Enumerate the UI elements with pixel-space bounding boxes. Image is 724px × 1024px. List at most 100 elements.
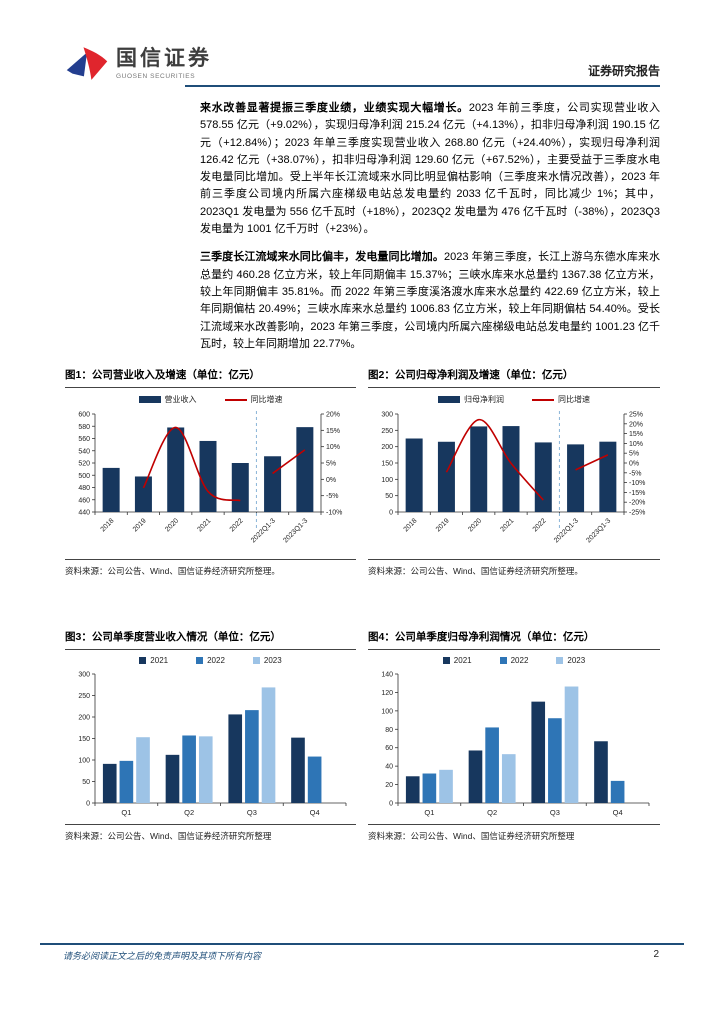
svg-text:520: 520 [78, 461, 90, 468]
svg-text:5%: 5% [326, 461, 336, 468]
legend-swatch [138, 396, 161, 404]
chart-legend: 2021 2022 2023 [368, 650, 660, 666]
svg-text:50: 50 [385, 493, 393, 500]
figure-title: 图1：公司营业收入及增速（单位：亿元） [65, 367, 356, 389]
svg-text:Q2: Q2 [184, 808, 194, 817]
logo-name-en: GUOSEN SECURITIES [116, 72, 196, 80]
figures-grid: 图1：公司营业收入及增速（单位：亿元） 营业收入 同比增速 440 460 480 50… [65, 367, 660, 842]
svg-text:Q2: Q2 [487, 808, 497, 817]
svg-text:460: 460 [78, 497, 90, 504]
report-body: 来水改善显著提振三季度业绩，业绩实现大幅增长。2023 年前三季度，公司实现营业… [200, 100, 660, 353]
legend-label: 2021 [150, 656, 169, 666]
svg-text:200: 200 [78, 715, 90, 722]
bar [531, 701, 546, 804]
page-number: 2 [653, 948, 659, 960]
svg-text:10%: 10% [326, 444, 340, 451]
legend-item: 2023 [252, 656, 282, 665]
svg-text:25%: 25% [629, 412, 643, 419]
svg-text:80: 80 [385, 727, 393, 734]
svg-text:2023Q1-3: 2023Q1-3 [585, 518, 612, 545]
report-type-label: 证券研究报告 [587, 64, 660, 78]
svg-text:2018: 2018 [100, 518, 116, 534]
paragraph-waterflow: 三季度长江流域来水同比偏丰，发电量同比增加。2023 年第三季度，长江上游乌东德… [200, 249, 660, 353]
figure-source: 资料来源：公司公告、Wind、国信证券经济研究所整理。 [368, 559, 660, 577]
svg-text:2022: 2022 [532, 518, 548, 534]
svg-text:Q4: Q4 [310, 808, 320, 817]
svg-text:100: 100 [78, 758, 90, 765]
bar [245, 710, 259, 804]
bar [307, 756, 322, 804]
svg-text:2020: 2020 [467, 518, 483, 534]
svg-text:60: 60 [385, 745, 393, 752]
paragraph-lead: 三季度长江流域来水同比偏丰，发电量同比增加。 [200, 251, 444, 264]
svg-text:580: 580 [78, 424, 90, 431]
logo-name-cn: 国信证券 [116, 47, 212, 71]
svg-text:2021: 2021 [196, 518, 212, 534]
legend-item: 归母净利润 [438, 394, 504, 405]
svg-text:440: 440 [78, 510, 90, 517]
legend-item: 2021 [442, 656, 472, 665]
legend-swatch [438, 396, 460, 404]
svg-text:140: 140 [381, 672, 393, 679]
chart-legend: 2021 2022 2023 [65, 650, 356, 666]
paragraph-text: 2023 年第三季度，长江上游乌东德水库来水总量约 460.28 亿立方米，较上… [200, 251, 661, 350]
footer-divider [40, 943, 684, 945]
svg-text:Q3: Q3 [550, 808, 560, 817]
bar [437, 441, 455, 513]
svg-text:20: 20 [385, 782, 393, 789]
svg-text:-25%: -25% [629, 510, 645, 517]
bar [291, 737, 305, 804]
legend-label: 2023 [567, 656, 586, 666]
bar [134, 476, 152, 513]
bar [548, 718, 562, 804]
company-logo: 国信证券 GUOSEN SECURITIES [65, 46, 212, 82]
figure-netprofit-growth: 图2：公司归母净利润及增速（单位：亿元） 归母净利润 同比增速 0 50 100 150… [368, 367, 660, 577]
bar [264, 456, 282, 513]
svg-text:150: 150 [78, 736, 90, 743]
svg-text:15%: 15% [629, 431, 643, 438]
legend-item: 2022 [196, 656, 225, 665]
svg-text:560: 560 [78, 436, 90, 443]
bar [439, 769, 453, 804]
legend-label: 2022 [207, 656, 225, 666]
bar [534, 442, 552, 513]
svg-text:300: 300 [381, 412, 393, 419]
bar [261, 687, 276, 804]
chart-legend: 营业收入 同比增速 [65, 388, 356, 406]
svg-text:540: 540 [78, 448, 90, 455]
svg-text:0%: 0% [326, 477, 336, 484]
svg-text:15%: 15% [326, 428, 340, 435]
svg-text:-10%: -10% [629, 480, 645, 487]
logo-text-block: 国信证券 GUOSEN SECURITIES [116, 47, 212, 80]
bar [405, 776, 420, 804]
svg-text:20%: 20% [326, 412, 340, 419]
bar [470, 426, 488, 513]
bar [502, 426, 520, 513]
svg-text:Q1: Q1 [121, 808, 131, 817]
bar [165, 754, 180, 804]
growth-line [575, 454, 609, 471]
figure-revenue-growth: 图1：公司营业收入及增速（单位：亿元） 营业收入 同比增速 440 460 480 50… [65, 367, 356, 577]
bar [102, 764, 117, 804]
svg-text:0: 0 [389, 510, 393, 517]
svg-text:120: 120 [381, 690, 393, 697]
legend-swatch [556, 657, 564, 665]
svg-text:500: 500 [78, 473, 90, 480]
netprofit-growth-chart: 0 50 100 150 200 250 300 -25% -20% -15% -10% -5% 0% 5… [381, 411, 645, 545]
bar [422, 773, 437, 804]
bar [296, 427, 314, 513]
chart-legend: 归母净利润 同比增速 [368, 388, 660, 406]
legend-swatch [196, 657, 204, 665]
svg-text:0: 0 [86, 801, 90, 808]
legend-label: 归母净利润 [464, 395, 504, 405]
figure-source: 资料来源：公司公告、Wind、国信证券经济研究所整理 [65, 824, 356, 842]
bar [567, 444, 585, 513]
disclaimer-text: 请务必阅读正文之后的免责声明及其项下所有内容 [63, 950, 262, 961]
figure-quarterly-revenue: 图3：公司单季度营业收入情况（单位：亿元） 2021 2022 2023 0 50 10… [65, 629, 356, 842]
legend-item: 2021 [139, 656, 168, 665]
svg-text:50: 50 [82, 779, 90, 786]
bar [199, 441, 217, 513]
bar [594, 741, 608, 804]
svg-text:5%: 5% [629, 451, 639, 458]
